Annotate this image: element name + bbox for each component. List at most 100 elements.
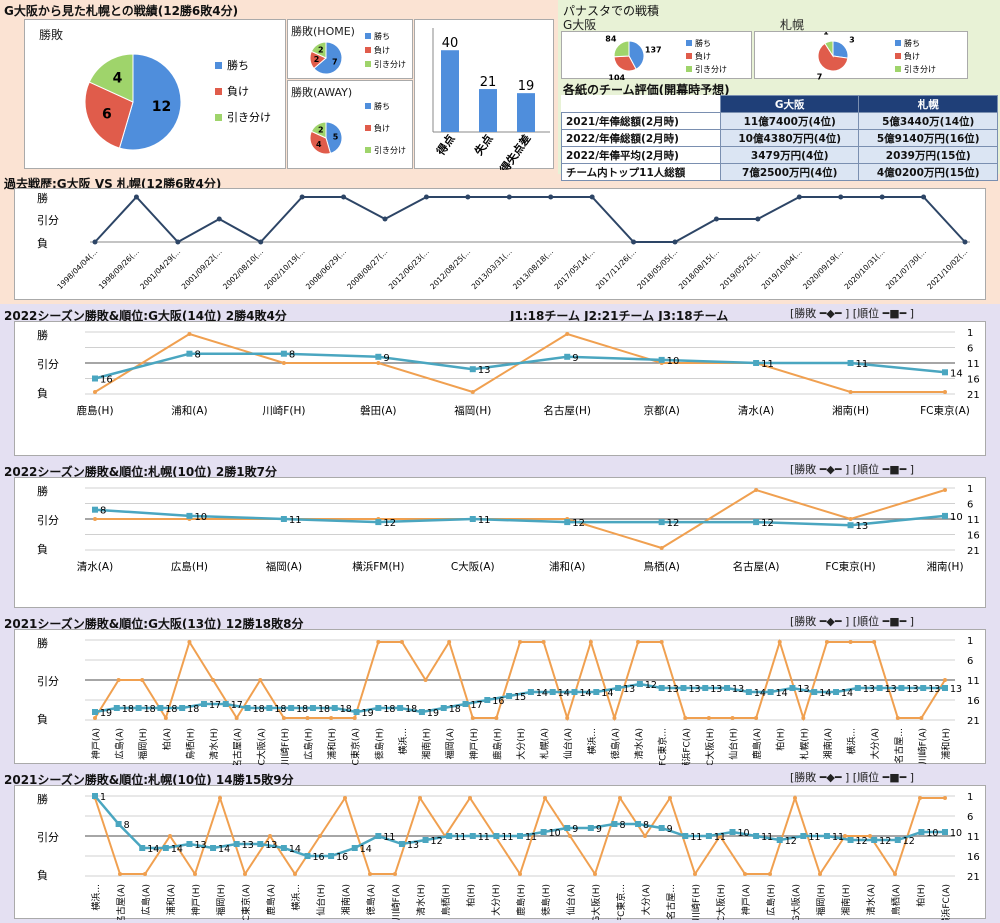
season-rank-label: 12 bbox=[431, 836, 443, 847]
season-result-point bbox=[872, 640, 877, 644]
history-date-label: 1998/09/26(... bbox=[97, 247, 141, 291]
season-category-label: FC東京... bbox=[615, 884, 627, 920]
season-category-label: 湘南(A) bbox=[822, 728, 834, 759]
eval-cell: 7億2500万円(4位) bbox=[719, 163, 860, 181]
season-ylabel: 負 bbox=[37, 869, 48, 882]
goals-bar bbox=[479, 89, 497, 132]
season-rank-label: 13 bbox=[194, 840, 206, 851]
away-pie-box: 勝敗(AWAY) 5 4 2 勝ち 負け 引き分け bbox=[287, 80, 413, 169]
season-rank-point bbox=[527, 689, 534, 695]
season-result-point bbox=[943, 488, 947, 492]
season4-title: 2021シーズン勝敗&順位:札幌(10位) 14勝15敗9分 bbox=[4, 773, 294, 787]
legend-draw: 引き分け bbox=[227, 110, 271, 124]
season-result-point bbox=[543, 796, 547, 800]
season-category-label: 仙台(A) bbox=[562, 728, 574, 759]
season-rank-point bbox=[658, 825, 665, 831]
season-rank-label: 18 bbox=[405, 704, 417, 715]
season-rank-point bbox=[564, 825, 571, 831]
season-rank-point bbox=[847, 522, 854, 529]
season-category-label: 神戸(H) bbox=[190, 884, 202, 916]
season-ylabel: 引分 bbox=[37, 357, 59, 371]
goals-bar-chart: 40 得点 21 失点 19 得失点差 bbox=[432, 28, 550, 170]
history-ylabel: 引分 bbox=[37, 213, 59, 227]
season-rank-point bbox=[894, 837, 901, 843]
season-rank-label: 10 bbox=[738, 828, 750, 839]
goals-bar-box: 40 得点 21 失点 19 得失点差 bbox=[414, 19, 554, 170]
season-category-label: 川崎F(H) bbox=[690, 884, 702, 920]
season-rank-label: 15 bbox=[514, 692, 526, 703]
season-category-label: 清水(A) bbox=[633, 728, 645, 759]
season-rank-tick: 11 bbox=[967, 515, 980, 526]
season-category-label: 清水(A) bbox=[738, 404, 774, 417]
season1-title: 2022シーズン勝敗&順位:G大阪(14位) 2勝4敗4分 bbox=[4, 309, 287, 323]
season-rank-point bbox=[139, 845, 146, 851]
season-result-point bbox=[418, 796, 422, 800]
season-rank-point bbox=[304, 853, 311, 859]
season-rank-label: 13 bbox=[797, 684, 809, 695]
season-rank-label: 19 bbox=[427, 708, 439, 719]
season-category-label: 大分(H) bbox=[515, 728, 527, 760]
season-rank-label: 14 bbox=[950, 368, 963, 379]
season-rank-point bbox=[615, 685, 622, 691]
away-legend-win: 勝ち bbox=[374, 101, 390, 111]
season-result-point bbox=[659, 546, 664, 550]
season-rank-point bbox=[635, 821, 642, 827]
season-rank-label: 10 bbox=[950, 828, 962, 839]
pie-slice bbox=[832, 40, 849, 59]
season-category-label: 名古屋(A) bbox=[115, 884, 127, 920]
season-rank-point bbox=[847, 837, 854, 843]
eval-cell: 10億4380万円(4位) bbox=[719, 129, 860, 147]
season-rank-label: 12 bbox=[856, 836, 868, 847]
season-result-point bbox=[187, 332, 192, 336]
season-ylabel: 勝 bbox=[37, 636, 48, 650]
season-ylabel: 負 bbox=[37, 713, 48, 726]
season-result-point bbox=[93, 716, 97, 720]
season-category-label: 横浜FC(A) bbox=[680, 728, 692, 765]
season-rank-point bbox=[854, 685, 861, 691]
season-rank-point bbox=[587, 825, 594, 831]
history-date-label: 2017/05/14(... bbox=[552, 247, 596, 291]
season2-chart-box: 勝引分負 1 6 11 16 21 8 10 11 12 11 12 12 12 13 10 清水(A) 広島(H… bbox=[14, 477, 986, 608]
season-rank-point bbox=[200, 701, 207, 707]
season-category-label: FC東京(A) bbox=[240, 884, 252, 920]
season-rank-tick: 16 bbox=[967, 375, 980, 386]
season-result-point bbox=[258, 678, 263, 682]
season-rank-point bbox=[135, 705, 142, 711]
season-result-point bbox=[893, 872, 897, 876]
season-result-point bbox=[518, 872, 522, 876]
history-date-label: 2017/11/26(... bbox=[594, 247, 638, 291]
season-rank-point bbox=[162, 845, 169, 851]
season-category-label: FC東京(A) bbox=[920, 404, 970, 417]
season-result-point bbox=[593, 872, 597, 876]
season-result-point bbox=[329, 716, 334, 720]
season-category-label: 浦和(H) bbox=[326, 728, 338, 760]
pg-legend-draw: 引き分け bbox=[695, 65, 727, 74]
season-rank-point bbox=[702, 685, 709, 691]
season-rank-point bbox=[186, 841, 193, 847]
pie-slice bbox=[309, 130, 332, 155]
history-point bbox=[879, 194, 885, 200]
season-result-point bbox=[494, 716, 499, 720]
season-result-point bbox=[693, 872, 697, 876]
pie-slice bbox=[613, 55, 637, 72]
panasuta-sapporo-box: 3 7 1 勝ち 負け 引き分け bbox=[754, 31, 968, 80]
history-point bbox=[796, 194, 802, 200]
season-result-point bbox=[268, 834, 272, 838]
history-date-label: 2001/09/22(... bbox=[180, 247, 224, 291]
history-date-label: 2018/08/15(... bbox=[677, 247, 721, 291]
season-category-label: 湘南(H) bbox=[421, 728, 433, 760]
season-rank-point bbox=[210, 845, 217, 851]
overall-legend: 勝ち 負け 引き分け bbox=[215, 58, 271, 124]
season-rank-label: 18 bbox=[122, 704, 134, 715]
season-rank-point bbox=[375, 705, 382, 711]
season-category-label: 徳島(A) bbox=[365, 884, 377, 915]
season-rank-label: 10 bbox=[950, 512, 963, 523]
season-ylabel: 引分 bbox=[37, 674, 59, 688]
season-result-point bbox=[187, 640, 192, 644]
season-result-point bbox=[636, 640, 641, 644]
season-rank-label: 14 bbox=[171, 844, 183, 855]
history-point bbox=[672, 239, 678, 245]
season-category-label: 鳥栖(A) bbox=[890, 884, 902, 915]
